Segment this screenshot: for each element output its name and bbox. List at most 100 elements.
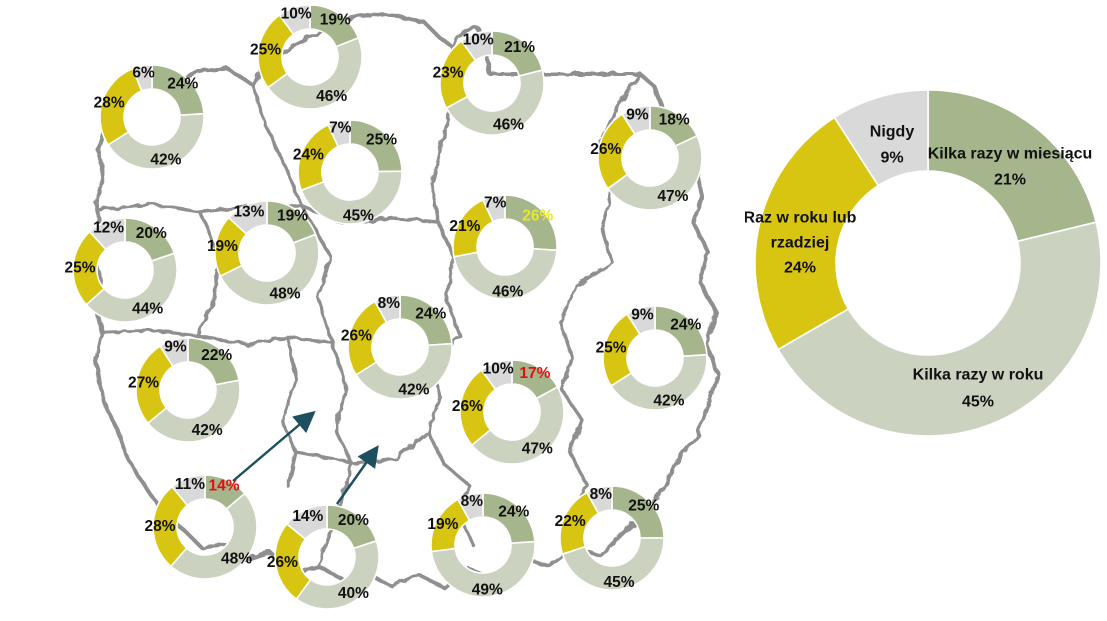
slice-value-label: 14% <box>208 478 239 495</box>
donut-segment <box>146 379 241 443</box>
slice-value-label: 19% <box>207 238 238 255</box>
slice-value-label: 14% <box>292 508 323 525</box>
slice-value-label: 21% <box>504 39 535 56</box>
donut-segment <box>327 119 351 148</box>
callout-arrow-slaskie <box>336 445 379 505</box>
slice-value-label: 24% <box>293 146 324 163</box>
slice-value-label: 6% <box>132 64 155 81</box>
region-donut-9: 24% 42% 26% 8% <box>341 294 453 400</box>
slice-value-label: 9% <box>626 106 649 123</box>
region-donut-13: 14% 48% 28% 11% <box>144 474 258 580</box>
slice-value-label: 18% <box>659 112 690 129</box>
callout-arrow-opolskie <box>232 410 316 482</box>
slice-value-label: 24% <box>415 306 446 323</box>
region-donut-15: 24% 49% 19%8% <box>427 492 536 598</box>
big-donut-label: Kilka razy w roku <box>913 367 1044 384</box>
slice-value-label: 8% <box>461 493 484 510</box>
donut-segment <box>606 134 703 211</box>
slice-value-label: 49% <box>472 581 503 598</box>
slice-value-label: 9% <box>164 338 187 355</box>
slice-value-label: 12% <box>93 220 124 237</box>
slice-value-label: 20% <box>136 225 167 242</box>
big-donut-label: Kilka razy w miesiącu <box>928 146 1093 163</box>
slice-value-label: 28% <box>94 95 125 112</box>
slice-value-label: 42% <box>150 151 181 168</box>
slice-value-label: 26% <box>267 554 298 571</box>
slice-value-label: 26% <box>522 208 553 225</box>
donut-segment <box>285 504 328 541</box>
overall-donut-chart: Kilka razy w miesiącu 21% Kilka razy w rok… <box>745 89 1102 437</box>
donut-segment <box>106 112 205 170</box>
slice-value-label: 25% <box>65 259 96 276</box>
slice-value-label: 19% <box>277 207 308 224</box>
donut-segment <box>754 116 880 351</box>
donut-segment <box>169 492 258 580</box>
donut-segment <box>373 294 401 324</box>
donut-segment <box>88 217 126 251</box>
slice-value-label: 25% <box>596 340 627 357</box>
donut-segment <box>266 36 363 110</box>
slice-value-label: 10% <box>483 361 514 378</box>
slice-value-label: 11% <box>175 476 205 493</box>
region-donut-16: 25% 45% 22%8% <box>555 485 665 591</box>
slice-value-label: 48% <box>270 286 301 303</box>
slice-value-label: 19% <box>320 11 351 28</box>
donut-segment <box>626 305 656 336</box>
donut-segment <box>561 537 665 591</box>
donut-segment <box>430 540 536 598</box>
slice-value-label: 25% <box>250 41 281 58</box>
slice-value-label: 40% <box>338 585 369 602</box>
region-donut-7: 20% 44% 25% 12% <box>65 217 178 323</box>
big-donut-label: 24% <box>784 260 816 277</box>
slice-value-label: 42% <box>192 422 223 439</box>
slice-value-label: 47% <box>522 441 553 458</box>
donut-segment <box>777 221 1102 437</box>
slice-value-label: 9% <box>631 306 654 323</box>
slice-value-label: 24% <box>670 317 701 334</box>
slice-value-label: 19% <box>427 516 458 533</box>
donut-segment <box>131 64 153 93</box>
slice-value-label: 22% <box>555 513 586 530</box>
region-donut-3: 21% 46% 23% 10% <box>433 30 545 136</box>
donut-segment <box>833 89 929 187</box>
slice-value-label: 8% <box>590 486 613 503</box>
slice-value-label: 26% <box>452 398 483 415</box>
slice-value-label: 47% <box>657 188 688 205</box>
slice-value-label: 46% <box>493 116 524 133</box>
big-donut-label: Nigdy <box>870 124 915 141</box>
donut-segment <box>278 4 311 36</box>
slice-value-label: 10% <box>463 32 494 49</box>
donut-segment <box>481 194 506 223</box>
region-donut-5: 25% 45% 24% 7% <box>293 119 403 225</box>
region-donut-4: 18% 47% 26% 9% <box>590 105 703 211</box>
donut-segment <box>159 337 189 368</box>
country-outline <box>92 12 720 590</box>
slice-value-label: 45% <box>343 208 374 225</box>
region-donut-10: 24% 42% 25%9% <box>596 305 708 411</box>
donut-segment <box>85 252 178 323</box>
region-donut-12: 17% 47% 26% 10% <box>452 359 565 465</box>
donut-segment <box>456 492 484 522</box>
slice-value-label: 24% <box>498 504 529 521</box>
slice-value-label: 17% <box>519 365 550 382</box>
donut-segment <box>300 170 403 225</box>
donut-segment <box>219 233 320 306</box>
donut-segment <box>295 539 380 610</box>
donut-segment <box>927 89 1098 243</box>
slice-value-label: 48% <box>221 551 252 568</box>
slice-value-label: 8% <box>378 295 401 312</box>
region-donut-1: 24% 42% 28% 6% <box>94 64 205 170</box>
donut-segment <box>621 105 651 136</box>
region-donut-11: 22% 42% 27% 9% <box>128 337 241 443</box>
slice-value-label: 44% <box>132 300 163 317</box>
slice-value-label: 20% <box>338 512 369 529</box>
donut-segment <box>609 353 708 411</box>
donut-segment <box>354 342 453 400</box>
slice-value-label: 25% <box>366 131 397 148</box>
slice-value-label: 28% <box>144 518 175 535</box>
donut-segment <box>452 247 558 300</box>
big-donut-label: 9% <box>880 150 903 167</box>
slice-value-label: 10% <box>281 6 312 23</box>
region-donut-2: 19% 46% 25% 10% <box>250 4 363 110</box>
